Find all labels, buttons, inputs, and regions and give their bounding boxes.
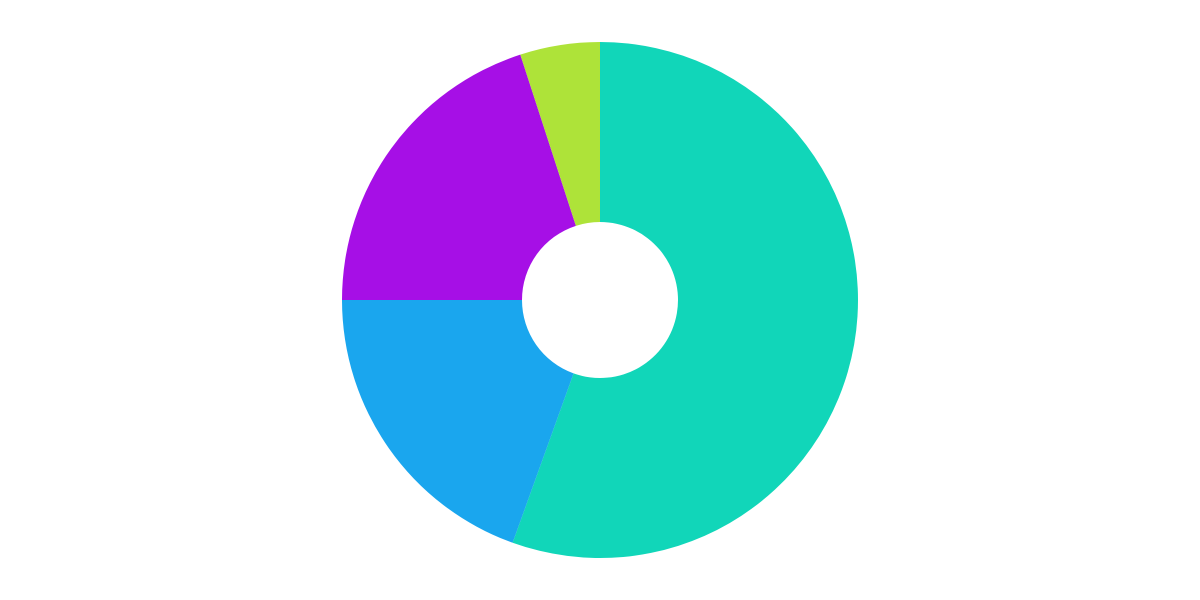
chart-container [0,0,1200,600]
donut-chart [0,0,1200,600]
